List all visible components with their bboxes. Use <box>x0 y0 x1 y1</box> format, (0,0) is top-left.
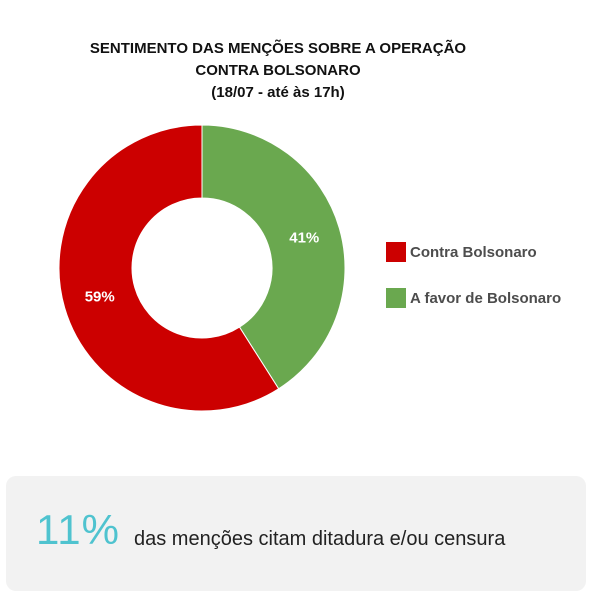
legend-swatch-a-favor <box>386 288 406 308</box>
legend-label-contra: Contra Bolsonaro <box>410 243 537 261</box>
slice-contra <box>58 124 280 412</box>
data-label-a-favor: 41% <box>289 229 319 246</box>
chart-title: SENTIMENTO DAS MENÇÕES SOBRE A OPERAÇÃO … <box>0 38 556 104</box>
stat-value: 11% <box>36 506 120 553</box>
legend-swatch-contra <box>386 242 406 262</box>
donut-chart: 41% 59% <box>58 124 346 412</box>
chart-legend: Contra Bolsonaro A favor de Bolsonaro <box>386 240 561 332</box>
stat-callout: 11% das menções citam ditadura e/ou cens… <box>6 476 586 591</box>
chart-title-line-2: CONTRA BOLSONARO <box>195 62 361 79</box>
slice-a-favor <box>201 124 346 390</box>
stat-text: das menções citam ditadura e/ou censura <box>134 528 506 550</box>
legend-label-a-favor: A favor de Bolsonaro <box>410 289 562 307</box>
legend-item-contra: Contra Bolsonaro <box>386 240 561 264</box>
chart-subtitle: (18/07 - até às 17h) <box>211 84 345 101</box>
legend-item-a-favor: A favor de Bolsonaro <box>386 286 561 310</box>
data-label-contra: 59% <box>85 289 115 306</box>
chart-title-line-1: SENTIMENTO DAS MENÇÕES SOBRE A OPERAÇÃO <box>89 40 467 57</box>
